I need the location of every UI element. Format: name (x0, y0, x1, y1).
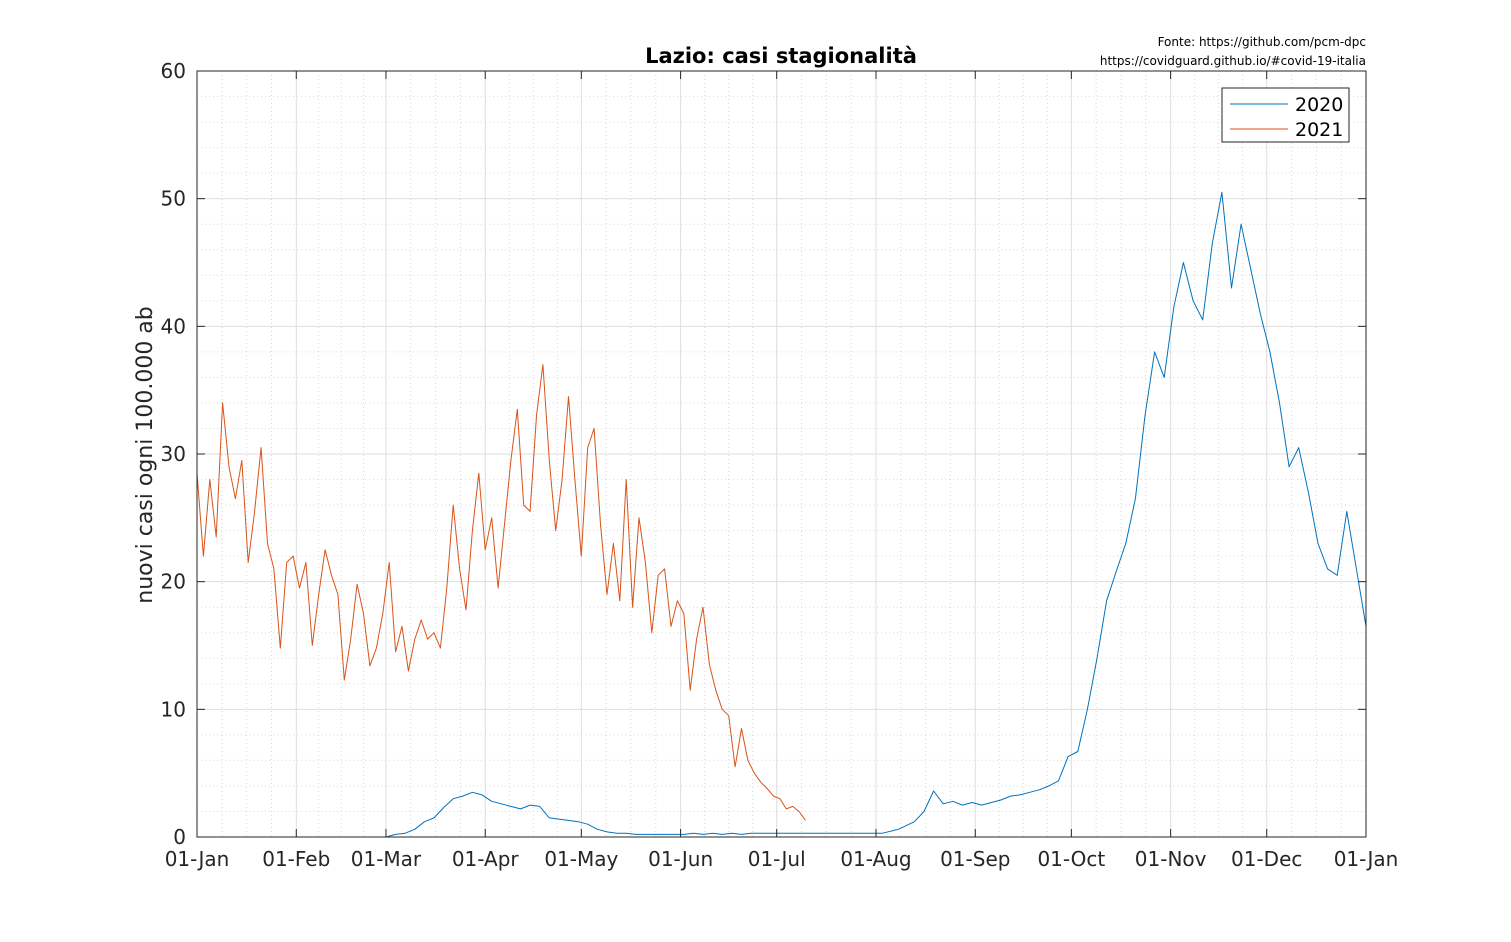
source-line-1: Fonte: https://github.com/pcm-dpc (1157, 35, 1366, 49)
x-tick-label: 01-Jan (1334, 847, 1399, 871)
x-tick-label: 01-May (544, 847, 618, 871)
x-tick-label: 01-Apr (452, 847, 520, 871)
y-tick-label: 20 (161, 570, 186, 594)
y-tick-label: 30 (161, 442, 186, 466)
y-tick-label: 50 (161, 187, 186, 211)
minor-gridlines (197, 71, 1366, 837)
x-tick-label: 01-Jun (648, 847, 713, 871)
legend-label-2020: 2020 (1295, 94, 1343, 116)
x-tick-labels: 01-Jan 01-Feb 01-Mar 01-Apr 01-May 01-Jun 01-J… (165, 847, 1399, 871)
legend-box (1221, 87, 1350, 143)
x-tick-label: 01-Dec (1231, 847, 1302, 871)
y-tick-label: 0 (173, 825, 186, 849)
x-tick-label: 01-Sep (940, 847, 1010, 871)
axis-ticks (196, 70, 1367, 838)
source-line-2: https://covidguard.github.io/#covid-19-i… (1099, 54, 1366, 68)
y-tick-labels: 0 10 20 30 40 50 60 (161, 59, 186, 849)
y-tick-label: 10 (161, 697, 186, 721)
chart-title: Lazio: casi stagionalità (645, 44, 917, 68)
x-tick-label: 01-Feb (262, 847, 330, 871)
legend-label-2021: 2021 (1295, 119, 1343, 141)
x-tick-label: 01-Nov (1135, 847, 1207, 871)
y-tick-label: 60 (161, 59, 186, 83)
y-axis-label: nuovi casi ogni 100.000 ab (133, 306, 158, 604)
x-tick-label: 01-Aug (840, 847, 911, 871)
x-tick-label: 01-Oct (1037, 847, 1105, 871)
series-layer (196, 191, 1367, 838)
x-tick-label: 01-Jul (748, 847, 806, 871)
series-line-2021 (196, 364, 806, 821)
series-line-2020 (385, 191, 1367, 838)
y-tick-label: 40 (161, 314, 186, 338)
legend: 2020 2021 (1221, 87, 1350, 143)
x-tick-label: 01-Jan (165, 847, 230, 871)
x-tick-label: 01-Mar (351, 847, 422, 871)
